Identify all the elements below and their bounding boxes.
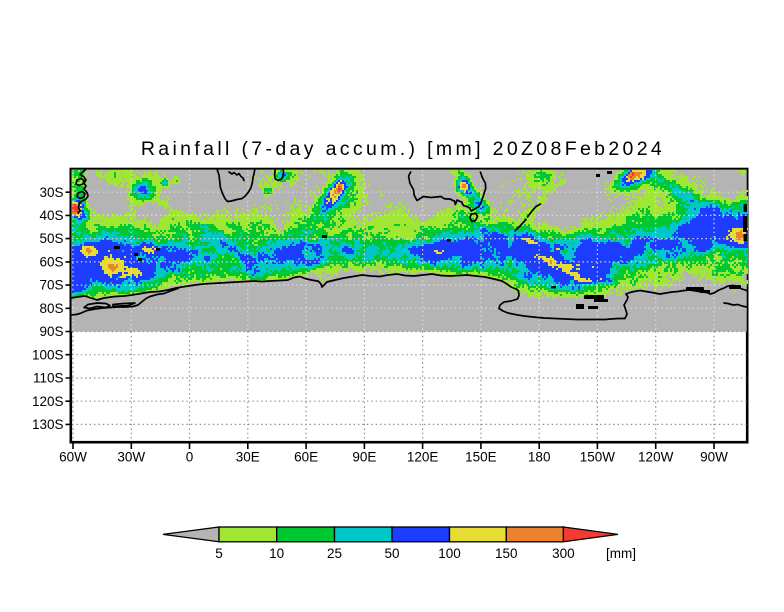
svg-text:5: 5 — [215, 546, 223, 561]
svg-text:30W: 30W — [117, 450, 145, 465]
svg-text:30S: 30S — [39, 185, 63, 200]
svg-text:80S: 80S — [39, 301, 63, 316]
svg-text:100: 100 — [438, 546, 461, 561]
svg-text:50: 50 — [384, 546, 399, 561]
svg-text:90S: 90S — [39, 324, 63, 339]
svg-text:90E: 90E — [352, 450, 376, 465]
svg-text:110S: 110S — [33, 371, 64, 386]
svg-text:70S: 70S — [39, 278, 63, 293]
svg-text:150E: 150E — [465, 450, 497, 465]
svg-text:130S: 130S — [32, 417, 64, 432]
svg-text:150: 150 — [495, 546, 518, 561]
svg-text:60W: 60W — [59, 450, 87, 465]
svg-text:90W: 90W — [700, 450, 728, 465]
svg-text:100S: 100S — [32, 347, 64, 362]
svg-text:180: 180 — [528, 450, 551, 465]
svg-text:60E: 60E — [294, 450, 318, 465]
svg-text:40S: 40S — [39, 208, 63, 223]
svg-text:30E: 30E — [236, 450, 260, 465]
svg-text:120S: 120S — [32, 394, 64, 409]
svg-text:120E: 120E — [407, 450, 439, 465]
svg-text:50S: 50S — [39, 231, 63, 246]
svg-text:150W: 150W — [580, 450, 616, 465]
svg-text:Rainfall (7-day accum.) [mm] 2: Rainfall (7-day accum.) [mm] 20Z08Feb202… — [141, 138, 665, 160]
svg-text:25: 25 — [327, 546, 342, 561]
svg-text:60S: 60S — [39, 255, 63, 270]
svg-text:[mm]: [mm] — [606, 546, 636, 561]
svg-text:120W: 120W — [638, 450, 674, 465]
svg-text:0: 0 — [186, 450, 194, 465]
svg-text:300: 300 — [552, 546, 575, 561]
svg-text:10: 10 — [269, 546, 284, 561]
